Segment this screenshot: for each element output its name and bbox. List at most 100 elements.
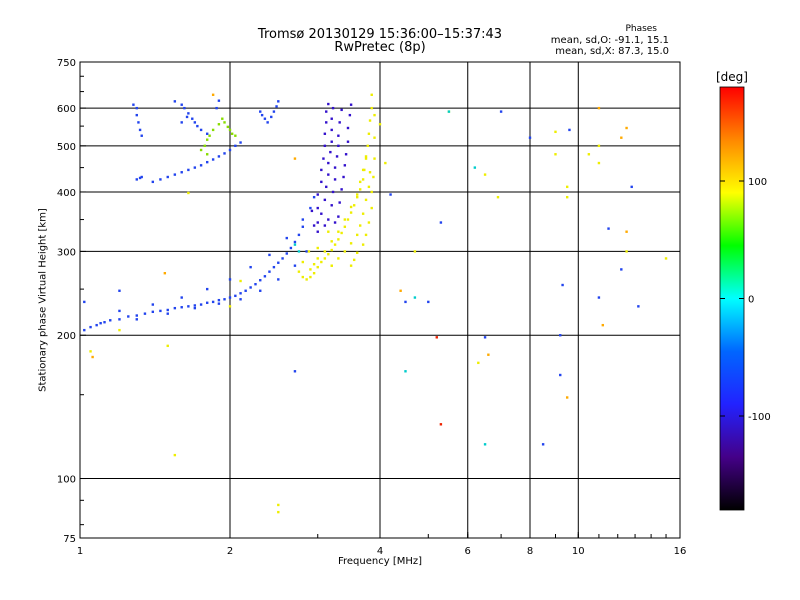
y-tick-label: 100 xyxy=(57,475,76,486)
data-point xyxy=(559,334,562,337)
data-point xyxy=(221,117,224,120)
data-point xyxy=(127,315,130,318)
data-point xyxy=(135,178,138,181)
data-point xyxy=(404,300,407,304)
data-point xyxy=(137,121,140,124)
data-point xyxy=(140,134,143,137)
data-point xyxy=(173,453,177,457)
data-point xyxy=(132,103,135,106)
data-point xyxy=(325,185,328,189)
data-point xyxy=(166,175,169,179)
data-point xyxy=(180,121,183,124)
data-point xyxy=(140,175,143,179)
data-point xyxy=(473,166,477,169)
data-point xyxy=(358,188,362,191)
data-point xyxy=(263,117,267,120)
data-point xyxy=(205,153,209,156)
data-point xyxy=(435,336,438,339)
colorbar: [deg] 100 0 -100 xyxy=(716,70,771,511)
data-point xyxy=(355,195,359,199)
data-point xyxy=(343,225,347,228)
data-point xyxy=(370,190,373,194)
data-point xyxy=(373,113,376,117)
data-point xyxy=(89,350,92,353)
data-point xyxy=(355,233,359,237)
data-point xyxy=(367,132,371,135)
data-point xyxy=(301,260,305,264)
y-axis-ticks: 75 100 200 300 400 500 600 750 xyxy=(57,58,86,545)
data-point xyxy=(277,261,280,264)
data-point xyxy=(561,283,564,287)
data-point xyxy=(205,160,209,164)
data-point xyxy=(346,140,350,143)
data-point xyxy=(373,157,376,160)
data-point xyxy=(364,233,368,237)
data-point xyxy=(208,134,211,137)
data-point xyxy=(312,224,316,227)
data-point xyxy=(447,110,451,113)
data-point xyxy=(285,252,288,255)
data-point xyxy=(234,294,237,298)
colorbar-tick-label: 100 xyxy=(748,177,767,188)
data-point xyxy=(340,231,343,235)
data-point xyxy=(226,125,230,129)
data-point xyxy=(483,173,487,176)
data-point xyxy=(327,252,330,256)
chart-subtitle: RwPretec (8p) xyxy=(334,40,426,55)
data-point xyxy=(384,161,387,165)
data-point xyxy=(496,195,500,199)
data-point xyxy=(327,102,330,106)
data-point xyxy=(373,136,376,139)
data-point xyxy=(89,325,92,329)
x-tick-label: 16 xyxy=(674,546,687,557)
data-point xyxy=(367,221,371,224)
data-point xyxy=(234,144,237,148)
data-point xyxy=(620,268,623,271)
data-point xyxy=(370,206,373,210)
stats-x-mode: mean, sd,X: 87.3, 15.0 xyxy=(555,46,669,57)
data-point xyxy=(333,243,337,246)
data-point xyxy=(348,113,352,117)
data-point xyxy=(193,166,197,169)
data-point xyxy=(312,195,316,199)
data-point xyxy=(389,193,392,196)
data-point xyxy=(323,144,327,148)
data-point xyxy=(196,124,199,128)
data-point xyxy=(477,361,480,365)
data-point xyxy=(183,106,186,110)
data-point xyxy=(239,292,242,295)
data-point xyxy=(118,289,121,292)
data-point xyxy=(268,253,271,257)
data-point xyxy=(364,157,368,160)
data-point xyxy=(399,289,402,292)
data-point xyxy=(103,321,106,324)
data-point xyxy=(260,113,264,117)
data-point xyxy=(187,191,190,195)
data-point xyxy=(637,305,640,308)
data-point xyxy=(239,141,242,144)
data-point xyxy=(439,423,443,426)
colorbar-title: [deg] xyxy=(716,70,748,84)
data-point xyxy=(223,298,226,301)
data-point xyxy=(205,138,209,141)
data-point xyxy=(205,301,209,304)
data-point xyxy=(597,161,601,165)
data-point xyxy=(330,128,333,132)
stats-heading: Phases xyxy=(625,24,657,34)
data-point xyxy=(368,171,372,174)
data-point xyxy=(368,119,372,122)
data-point xyxy=(180,103,183,106)
data-point xyxy=(337,238,340,241)
data-point xyxy=(277,278,280,281)
data-point xyxy=(355,251,359,255)
data-point xyxy=(293,243,297,246)
data-point xyxy=(349,264,353,267)
data-point xyxy=(180,296,183,299)
data-point xyxy=(277,100,280,103)
data-point xyxy=(143,312,147,315)
x-axis-label: Frequency [MHz] xyxy=(337,556,423,567)
data-point xyxy=(138,176,142,180)
data-point xyxy=(330,240,333,243)
data-point xyxy=(259,279,262,282)
